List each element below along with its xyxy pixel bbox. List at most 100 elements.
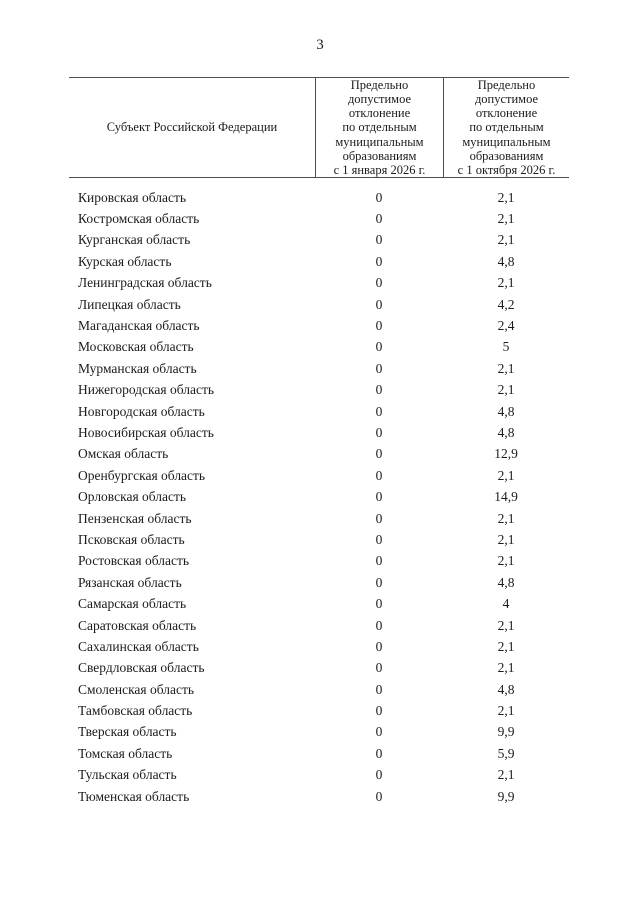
oct-cell: 2,1 — [497, 467, 515, 483]
jan-cell: 0 — [375, 617, 383, 633]
region-cell: Курская область — [78, 253, 172, 269]
jan-cell: 0 — [375, 553, 383, 569]
region-cell: Новгородская область — [78, 403, 205, 419]
oct-cell: 2,1 — [497, 531, 515, 547]
jan-cell: 0 — [375, 339, 383, 355]
jan-cell: 0 — [375, 681, 383, 697]
jan-cell: 0 — [375, 489, 383, 505]
table-row: Липецкая область 0 4,2 — [69, 294, 569, 315]
region-cell: Кировская область — [78, 189, 187, 205]
table-row: Саратовская область 0 2,1 — [69, 615, 569, 636]
jan-cell: 0 — [375, 574, 383, 590]
oct-cell: 5 — [502, 339, 510, 355]
region-cell: Костромская область — [78, 211, 200, 227]
table-row: Тюменская область 0 9,9 — [69, 786, 569, 807]
jan-cell: 0 — [375, 211, 383, 227]
jan-cell: 0 — [375, 724, 383, 740]
jan-cell: 0 — [375, 510, 383, 526]
jan-cell: 0 — [375, 531, 383, 547]
header-cell-october-deviation: Предельно допустимое отклонение по отдел… — [443, 78, 569, 177]
table-row: Кировская область 0 2,1 — [69, 187, 569, 208]
jan-cell: 0 — [375, 275, 383, 291]
region-cell: Псковская область — [78, 531, 185, 547]
table-row: Сахалинская область 0 2,1 — [69, 636, 569, 657]
jan-cell: 0 — [375, 596, 383, 612]
region-cell: Тюменская область — [78, 788, 190, 804]
oct-cell: 2,1 — [497, 189, 515, 205]
region-cell: Нижегородская область — [78, 382, 215, 398]
oct-cell: 2,1 — [497, 510, 515, 526]
region-cell: Магаданская область — [78, 318, 200, 334]
oct-cell: 2,1 — [497, 275, 515, 291]
table-body: Кировская область 0 2,1 Костромская обла… — [69, 178, 569, 807]
table-row: Рязанская область 0 4,8 — [69, 572, 569, 593]
table-row: Курганская область 0 2,1 — [69, 230, 569, 251]
oct-cell: 4,2 — [497, 296, 515, 312]
jan-cell: 0 — [375, 382, 383, 398]
jan-cell: 0 — [375, 446, 383, 462]
oct-cell: 12,9 — [494, 446, 518, 462]
header-cell-region: Субъект Российской Федерации — [106, 120, 278, 135]
oct-cell: 14,9 — [494, 489, 518, 505]
oct-cell: 2,1 — [497, 660, 515, 676]
table-row: Свердловская область 0 2,1 — [69, 658, 569, 679]
oct-cell: 2,1 — [497, 553, 515, 569]
table-row: Тверская область 0 9,9 — [69, 722, 569, 743]
oct-cell: 4,8 — [497, 253, 515, 269]
region-cell: Тульская область — [78, 767, 177, 783]
table-row: Новосибирская область 0 4,8 — [69, 422, 569, 443]
oct-cell: 4,8 — [497, 403, 515, 419]
jan-cell: 0 — [375, 318, 383, 334]
jan-cell: 0 — [375, 424, 383, 440]
table-row: Псковская область 0 2,1 — [69, 529, 569, 550]
table-row: Томская область 0 5,9 — [69, 743, 569, 764]
region-cell: Курганская область — [78, 232, 191, 248]
oct-cell: 2,1 — [497, 382, 515, 398]
region-cell: Орловская область — [78, 489, 187, 505]
region-cell: Омская область — [78, 446, 169, 462]
oct-cell: 2,1 — [497, 211, 515, 227]
oct-cell: 4,8 — [497, 424, 515, 440]
table-row: Тамбовская область 0 2,1 — [69, 700, 569, 721]
page-number: 3 — [316, 37, 324, 53]
oct-cell: 2,4 — [497, 318, 515, 334]
oct-cell: 2,1 — [497, 638, 515, 654]
oct-cell: 4 — [502, 596, 510, 612]
jan-cell: 0 — [375, 189, 383, 205]
header-cell-january-deviation: Предельно допустимое отклонение по отдел… — [315, 78, 443, 177]
table-row: Орловская область 0 14,9 — [69, 486, 569, 507]
region-cell: Самарская область — [78, 596, 187, 612]
jan-cell: 0 — [375, 467, 383, 483]
oct-cell: 2,1 — [497, 360, 515, 376]
region-cell: Новосибирская область — [78, 424, 214, 440]
region-cell: Московская область — [78, 339, 194, 355]
region-cell: Тверская область — [78, 724, 177, 740]
jan-cell: 0 — [375, 660, 383, 676]
table-row: Смоленская область 0 4,8 — [69, 679, 569, 700]
oct-cell: 4,8 — [497, 681, 515, 697]
table-row: Костромская область 0 2,1 — [69, 208, 569, 229]
table-row: Новгородская область 0 4,8 — [69, 401, 569, 422]
deviation-table: Субъект Российской Федерации Предельно д… — [69, 77, 569, 807]
jan-cell: 0 — [375, 296, 383, 312]
table-row: Мурманская область 0 2,1 — [69, 358, 569, 379]
oct-cell: 9,9 — [497, 788, 515, 804]
table-row: Магаданская область 0 2,4 — [69, 315, 569, 336]
table-row: Самарская область 0 4 — [69, 593, 569, 614]
table-row: Курская область 0 4,8 — [69, 251, 569, 272]
region-cell: Пензенская область — [78, 510, 192, 526]
region-cell: Свердловская область — [78, 660, 205, 676]
jan-cell: 0 — [375, 767, 383, 783]
region-cell: Рязанская область — [78, 574, 182, 590]
table-header-row: Субъект Российской Федерации Предельно д… — [69, 77, 569, 178]
table-row: Московская область 0 5 — [69, 337, 569, 358]
region-cell: Липецкая область — [78, 296, 181, 312]
oct-cell: 2,1 — [497, 767, 515, 783]
oct-cell: 9,9 — [497, 724, 515, 740]
jan-cell: 0 — [375, 232, 383, 248]
table-row: Тульская область 0 2,1 — [69, 765, 569, 786]
oct-cell: 2,1 — [497, 232, 515, 248]
jan-cell: 0 — [375, 638, 383, 654]
table-row: Ленинградская область 0 2,1 — [69, 273, 569, 294]
